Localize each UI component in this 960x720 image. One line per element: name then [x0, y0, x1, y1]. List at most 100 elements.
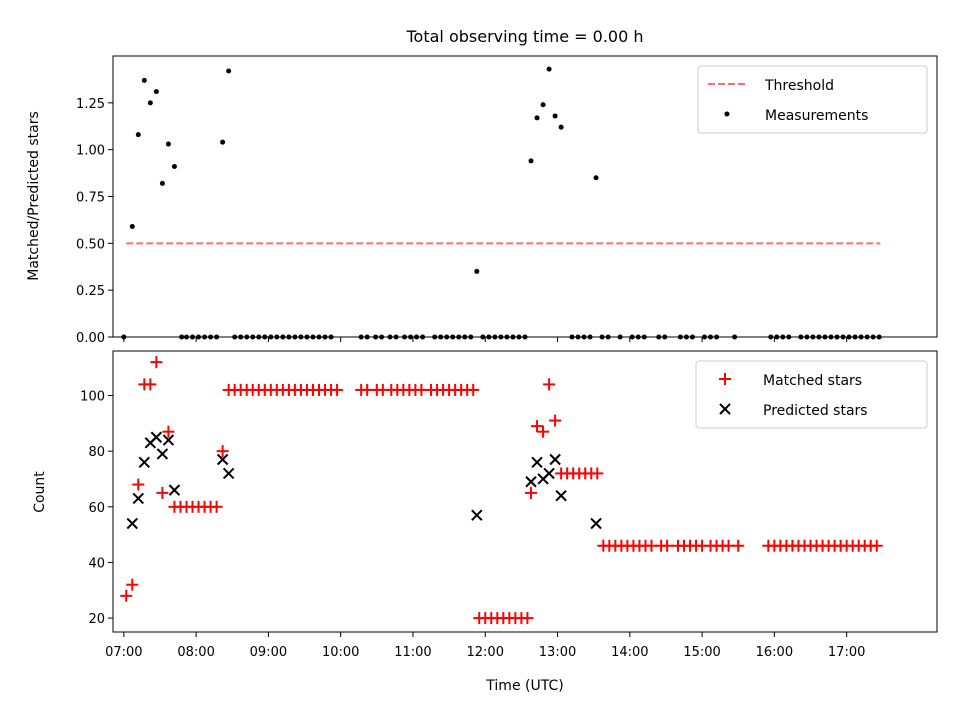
- measurement-point: [196, 334, 202, 340]
- y-tick-label: 20: [88, 612, 105, 627]
- measurement-point: [268, 334, 274, 340]
- predicted-star-point: [590, 517, 602, 530]
- measurement-point: [358, 334, 364, 340]
- x-tick-label: 14:00: [611, 645, 648, 660]
- x-tick-label: 09:00: [250, 645, 287, 660]
- matched-star-point: [150, 356, 163, 369]
- measurement-point: [522, 334, 528, 340]
- bottom-y-axis: 20 40 60 80 100: [80, 390, 113, 627]
- measurement-point: [328, 334, 334, 340]
- measurement-point: [569, 334, 575, 340]
- predicted-star-point: [168, 484, 181, 496]
- matched-star-point: [126, 578, 139, 591]
- measurement-point: [220, 139, 226, 145]
- y-tick-label: 80: [88, 445, 105, 460]
- measurement-point: [552, 113, 558, 119]
- top-y-axis-label: Matched/Predicted stars: [26, 111, 42, 281]
- matched-star-point: [661, 539, 674, 552]
- measurement-point: [238, 334, 244, 340]
- measurement-point: [183, 334, 189, 340]
- measurement-point: [432, 334, 438, 340]
- measurement-point: [840, 334, 846, 340]
- y-tick-label: 1.25: [76, 97, 105, 112]
- measurement-point: [546, 66, 552, 72]
- measurement-point: [147, 100, 153, 106]
- matched-legend-swatch: [719, 373, 731, 385]
- predicted-star-point: [156, 448, 169, 460]
- bottom-legend: Matched stars Predicted stars: [695, 360, 928, 429]
- x-axis-label: Time (UTC): [485, 678, 563, 694]
- matched-star-point: [120, 589, 133, 602]
- measurement-point: [414, 334, 420, 340]
- measurement-point: [190, 334, 196, 340]
- x-tick-label: 08:00: [177, 645, 214, 660]
- measurement-point: [165, 141, 171, 147]
- measurement-point: [208, 334, 214, 340]
- measurement-point: [393, 334, 399, 340]
- predicted-star-point: [525, 476, 537, 488]
- predicted-star-point: [126, 517, 138, 530]
- measurement-point: [858, 334, 864, 340]
- top-y-axis: 0.00 0.25 0.50 0.75 1.00 1.25: [76, 97, 113, 346]
- x-tick-label: 11:00: [394, 645, 431, 660]
- bottom-legend-box: [695, 360, 928, 429]
- measurement-point: [286, 334, 292, 340]
- measurement-point: [492, 334, 498, 340]
- measurement-point: [226, 68, 232, 74]
- measurement-point: [587, 334, 593, 340]
- measurement-point: [408, 334, 414, 340]
- threshold-legend-label: Threshold: [764, 78, 834, 94]
- measurement-point: [364, 334, 370, 340]
- predicted-star-point: [132, 492, 145, 505]
- measurement-point: [179, 334, 185, 340]
- matched-star-point: [144, 378, 157, 391]
- y-tick-label: 0.00: [76, 331, 105, 346]
- measurement-point: [250, 334, 256, 340]
- measurement-point: [171, 164, 177, 170]
- matched-star-point: [549, 414, 562, 427]
- measurement-point: [641, 334, 647, 340]
- measurement-point: [141, 77, 147, 83]
- measurement-point: [438, 334, 444, 340]
- measurement-point: [798, 334, 804, 340]
- measurement-point: [214, 334, 220, 340]
- top-legend-box: [697, 65, 928, 134]
- measurement-point: [135, 132, 141, 138]
- measurement-point: [298, 334, 304, 340]
- measurement-point: [558, 124, 564, 130]
- x-tick-label: 17:00: [828, 645, 865, 660]
- matched-star-point: [591, 467, 604, 480]
- measurement-point: [232, 334, 238, 340]
- predicted-star-point: [162, 434, 175, 446]
- measurement-point: [516, 334, 522, 340]
- measurement-point: [450, 334, 456, 340]
- measurement-point: [701, 334, 707, 340]
- measurement-point: [379, 334, 385, 340]
- measurement-point: [864, 334, 870, 340]
- measurement-point: [629, 334, 635, 340]
- measurement-point: [768, 334, 774, 340]
- measurement-point: [420, 334, 426, 340]
- matched-star-point: [132, 478, 145, 491]
- measurement-point: [593, 175, 599, 181]
- matched-star-point: [870, 539, 883, 552]
- measurement-point: [444, 334, 450, 340]
- measurement-point: [510, 334, 516, 340]
- measurement-point: [708, 334, 714, 340]
- measurement-point: [244, 334, 250, 340]
- measurement-point: [635, 334, 641, 340]
- predicted-star-point: [471, 509, 483, 521]
- predicted-star-point: [222, 467, 235, 480]
- top-legend: Threshold Measurements: [697, 65, 928, 134]
- measurement-point: [810, 334, 816, 340]
- measurement-point: [816, 334, 822, 340]
- predicted-star-point: [549, 453, 561, 466]
- measurements-legend-label: Measurements: [765, 108, 868, 124]
- x-tick-label: 16:00: [756, 645, 793, 660]
- measurement-point: [310, 334, 316, 340]
- measurements-legend-swatch: [724, 111, 730, 117]
- bottom-marks: [120, 356, 883, 625]
- figure-title: Total observing time = 0.00 h: [405, 27, 643, 46]
- measurement-point: [262, 334, 268, 340]
- bottom-x-axis: 07:00 08:00 09:00 10:00 11:00 12:00 13:00 14:00…: [105, 632, 865, 660]
